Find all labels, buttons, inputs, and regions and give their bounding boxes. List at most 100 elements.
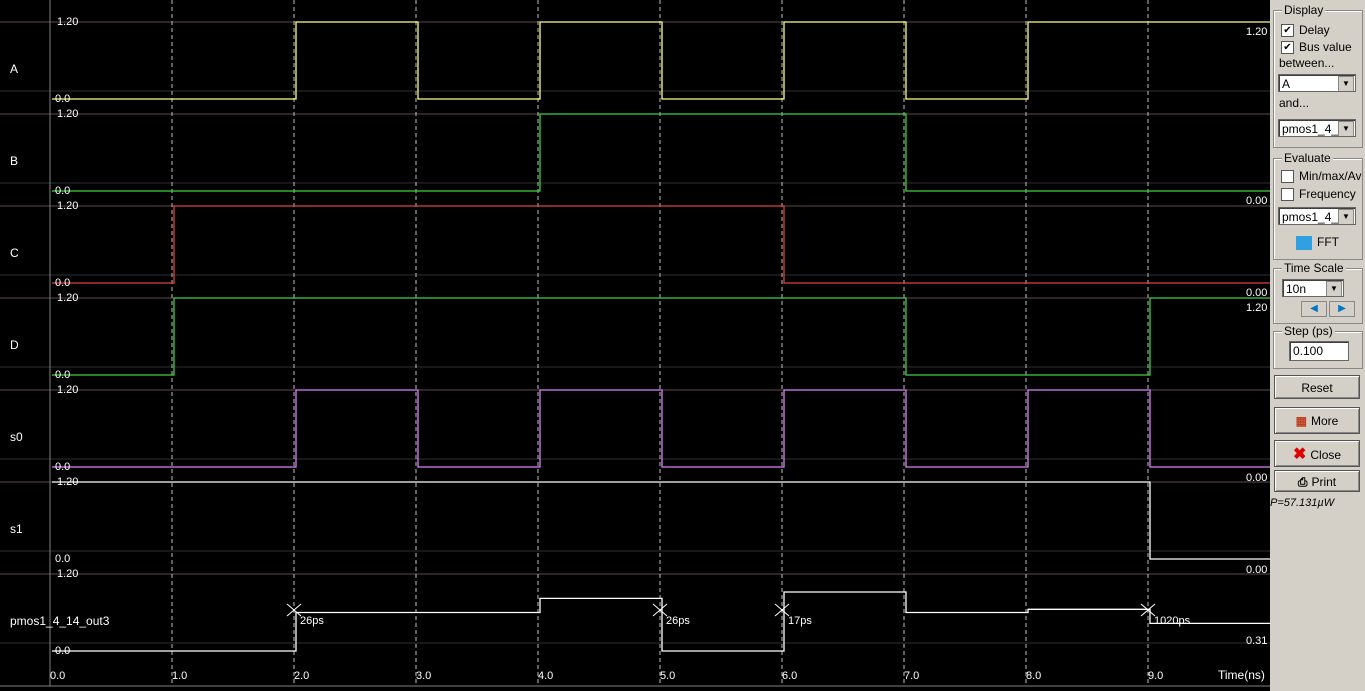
waveform-pmos1_4_14_out3 [52,591,1270,652]
chart-icon [1296,235,1312,250]
power-readout: P=57.131µW [1270,497,1335,509]
right-value-c: 0.00 [1246,195,1268,207]
time-tick-label: 3.0 [416,670,431,682]
right-value-s1: 0.00 [1246,472,1268,484]
delay-label: 17ps [788,615,812,627]
value-high-label: 1.20 [57,16,78,28]
signal-name-s0: s0 [10,430,23,444]
more-icon: ▦ [1295,414,1307,428]
step-title: Step (ps) [1282,324,1335,338]
signal-name-a: A [10,62,19,76]
bus-value-label: Bus value [1299,40,1352,54]
timescale-group: Time Scale 10n ▼ ◀ ▶ [1273,261,1363,324]
value-low-label: 0.0 [55,553,70,565]
time-axis-label: Time(ns) [1218,668,1265,682]
frequency-checkbox[interactable] [1281,188,1294,201]
waveform-s1 [52,481,1270,560]
display-title: Display [1282,3,1326,17]
waveform-c [52,205,1270,284]
between-value: A [1282,77,1291,91]
delay-label: 1020ps [1154,615,1191,627]
right-value-out1: 0.00 [1246,564,1268,576]
print-button[interactable]: ⎙ Print [1274,470,1360,492]
between-label: between... [1279,56,1335,70]
value-low-label: 0.0 [55,93,70,105]
more-button[interactable]: ▦ More [1274,407,1360,434]
delay-marker [1140,603,1156,617]
frequency-label: Frequency [1299,187,1356,201]
chevron-down-icon: ▼ [1338,121,1354,136]
value-low-label: 0.0 [55,277,70,289]
evaluate-group: Evaluate Min/max/Av Frequency pmos1_4_ ▼ … [1273,151,1363,260]
delay-marker [774,603,790,617]
chevron-down-icon: ▼ [1338,76,1354,91]
waveform-d [52,297,1270,376]
right-value-a: 1.20 [1246,26,1268,38]
scroll-right-button[interactable]: ▶ [1329,301,1355,317]
timescale-title: Time Scale [1282,261,1346,275]
delay-checkbox[interactable]: ✔ [1281,24,1294,37]
step-input[interactable]: 0.100 [1289,341,1349,361]
delay-marker [652,603,668,617]
more-label: More [1311,414,1339,428]
signal-name-s1: s1 [10,522,23,536]
reset-button[interactable]: Reset [1274,375,1360,399]
time-tick-label: 8.0 [1026,670,1041,682]
arrow-right-icon: ▶ [1338,303,1346,314]
timescale-select[interactable]: 10n ▼ [1282,279,1344,297]
time-tick-label: 1.0 [172,670,187,682]
signal-name-b: B [10,154,19,168]
time-tick-label: 0.0 [50,670,65,682]
signal-name-c: C [10,246,19,260]
evaluate-select[interactable]: pmos1_4_ ▼ [1278,207,1356,225]
right-value-out2: 0.31 [1246,635,1268,647]
fft-label: FFT [1317,235,1339,249]
step-group: Step (ps) 0.100 [1273,324,1363,369]
close-label: Close [1310,448,1342,462]
value-high-label: 1.20 [57,108,78,120]
time-tick-label: 4.0 [538,670,553,682]
delay-label: Delay [1299,23,1330,37]
waveform-s0 [52,389,1270,468]
bus-value-checkbox[interactable]: ✔ [1281,41,1294,54]
and-label: and... [1279,96,1310,110]
waveform-b [52,113,1270,192]
display-group: Display ✔ Delay ✔ Bus value between... A… [1273,3,1363,148]
waveform-a [52,21,1270,100]
right-value-d1: 0.00 [1246,287,1268,299]
scroll-left-button[interactable]: ◀ [1301,301,1327,317]
value-high-label: 1.20 [57,292,78,304]
chevron-down-icon: ▼ [1326,281,1342,296]
time-tick-label: 9.0 [1148,670,1163,682]
arrow-left-icon: ◀ [1310,303,1318,314]
and-value: pmos1_4_ [1282,122,1339,136]
minmax-label: Min/max/Av [1299,169,1362,183]
evaluate-title: Evaluate [1282,151,1333,165]
signal-name-d: D [10,338,19,352]
timescale-value: 10n [1286,282,1307,296]
value-high-label: 1.20 [57,384,78,396]
minmax-checkbox[interactable] [1281,170,1294,183]
fft-button[interactable]: FFT [1296,235,1356,253]
printer-icon: ⎙ [1297,475,1308,489]
value-low-label: 0.0 [55,461,70,473]
delay-label: 26ps [300,615,324,627]
and-select[interactable]: pmos1_4_ ▼ [1278,119,1356,137]
time-tick-label: 6.0 [782,670,797,682]
close-button[interactable]: ✖ Close [1274,440,1360,467]
delay-label: 26ps [666,615,690,627]
evaluate-value: pmos1_4_ [1282,210,1339,224]
between-select[interactable]: A ▼ [1278,74,1356,92]
waveform-svg: 1.20 0.0 1.20 0.0 1.20 0.0 1.20 0.0 1.20 0.0 1.20 0… [0,0,1270,687]
value-high-label: 1.20 [57,200,78,212]
signal-name-pmos1_4_14_out3: pmos1_4_14_out3 [10,614,110,628]
time-tick-label: 5.0 [660,670,675,682]
delay-marker [286,603,302,617]
waveform-plot[interactable]: 1.20 0.0 1.20 0.0 1.20 0.0 1.20 0.0 1.20 0.0 1.20 0… [0,0,1270,691]
chevron-down-icon: ▼ [1338,209,1354,224]
value-low-label: 0.0 [55,185,70,197]
value-high-label: 1.20 [57,476,78,488]
time-tick-label: 2.0 [294,670,309,682]
close-icon: ✖ [1292,446,1307,463]
control-panel: Display ✔ Delay ✔ Bus value between... A… [1270,0,1365,691]
